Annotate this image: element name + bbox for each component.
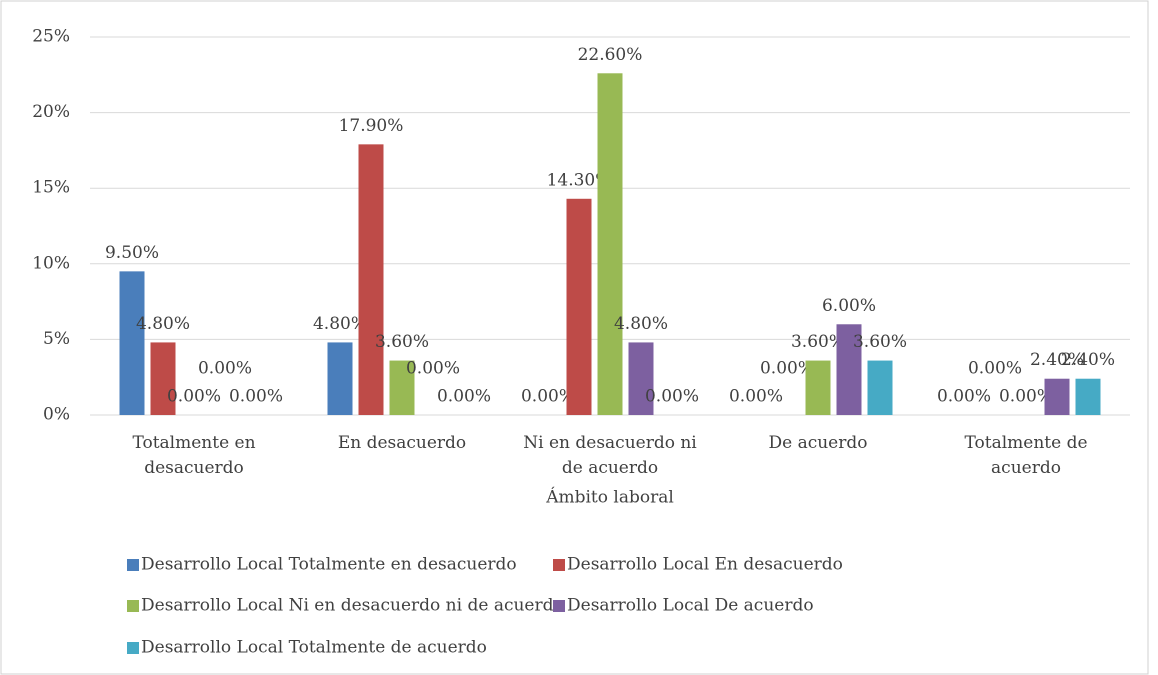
data-label: 0.00% [198, 359, 252, 379]
data-label: 2.40% [1061, 350, 1115, 370]
y-tick-label: 5% [43, 329, 70, 349]
data-label: 0.00% [729, 387, 783, 407]
bar [150, 342, 176, 415]
data-label: 2.40% [1030, 350, 1084, 370]
x-tick-label: En desacuerdo [338, 433, 466, 453]
data-label: 3.60% [375, 332, 429, 352]
data-label: 0.00% [999, 387, 1053, 407]
legend-label: Desarrollo Local Ni en desacuerdo ni de … [141, 596, 564, 616]
data-label: 0.00% [521, 387, 575, 407]
bar [389, 360, 415, 415]
data-label: 0.00% [437, 387, 491, 407]
data-label: 17.90% [339, 116, 404, 136]
x-tick-label: De acuerdo [768, 433, 867, 453]
legend-label: Desarrollo Local Totalmente en desacuerd… [141, 555, 517, 575]
legend-label: Desarrollo Local Totalmente de acuerdo [141, 638, 487, 658]
data-label: 4.80% [313, 314, 367, 334]
bar [566, 198, 592, 415]
data-label: 6.00% [822, 296, 876, 316]
legend-swatch [553, 600, 565, 612]
y-tick-label: 20% [32, 102, 70, 122]
bar [805, 360, 831, 415]
bar [597, 73, 623, 416]
data-label: 0.00% [645, 387, 699, 407]
bar [1075, 378, 1101, 415]
x-tick-label: Totalmente en desacuerdo [132, 433, 255, 478]
data-label: 0.00% [760, 359, 814, 379]
data-label: 4.80% [614, 314, 668, 334]
y-tick-label: 25% [32, 27, 70, 47]
bar [628, 342, 654, 415]
x-tick-label: Totalmente de acuerdo [964, 433, 1087, 478]
legend-swatch [127, 600, 139, 612]
y-tick-label: 10% [32, 253, 70, 273]
legend-swatch [127, 559, 139, 571]
legend-swatch [127, 642, 139, 654]
data-label: 3.60% [853, 332, 907, 352]
y-tick-label: 0% [43, 405, 70, 425]
bar [358, 144, 384, 416]
data-label: 0.00% [229, 387, 283, 407]
legend-swatch [553, 559, 565, 571]
data-label: 3.60% [791, 332, 845, 352]
data-label: 22.60% [578, 45, 643, 65]
bar [1044, 378, 1070, 415]
data-label: 0.00% [406, 359, 460, 379]
data-label: 14.30% [547, 170, 612, 190]
data-label: 0.00% [968, 359, 1022, 379]
bar [867, 360, 893, 415]
bar [327, 342, 353, 415]
x-axis-title: Ámbito laboral [545, 487, 674, 508]
bar [119, 271, 145, 415]
data-label: 0.00% [167, 387, 221, 407]
y-tick-label: 15% [32, 178, 70, 198]
data-label: 4.80% [136, 314, 190, 334]
legend-label: Desarrollo Local En desacuerdo [567, 555, 843, 575]
data-label: 9.50% [105, 243, 159, 263]
legend-label: Desarrollo Local De acuerdo [567, 596, 814, 616]
x-tick-label: Ni en desacuerdo ni de acuerdo [523, 433, 697, 478]
bar [836, 324, 862, 415]
data-label: 0.00% [937, 387, 991, 407]
